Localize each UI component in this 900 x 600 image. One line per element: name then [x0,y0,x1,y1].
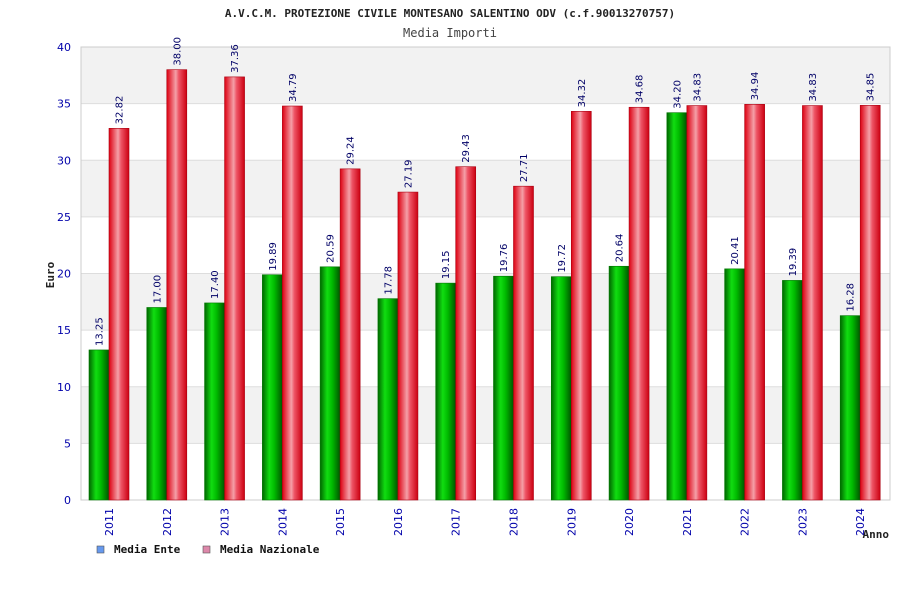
data-label: 27.71 [519,154,530,183]
data-label: 34.20 [672,80,683,109]
data-label: 19.76 [499,244,510,273]
data-label: 29.43 [461,134,472,163]
data-label: 34.94 [750,72,761,101]
data-label: 34.83 [808,73,819,102]
y-tick-label: 0 [64,494,71,507]
y-axis-label: Euro [44,261,57,288]
data-label: 34.32 [577,79,588,108]
x-tick-label: 2023 [796,508,809,536]
data-label: 20.59 [326,234,337,263]
x-tick-label: 2016 [392,508,405,536]
bar-media-nazionale [744,104,765,501]
bar-media-ente [550,276,572,501]
legend-label-media-ente: Media Ente [114,543,181,556]
bar-media-ente [782,280,803,501]
data-label: 16.28 [846,283,857,312]
bar-media-nazionale [570,111,592,501]
data-label: 37.36 [230,44,241,73]
data-label: 29.24 [346,136,357,165]
x-tick-label: 2019 [565,508,578,536]
data-label: 34.85 [866,73,877,102]
bar-media-nazionale [166,69,188,501]
bar-media-ente [88,349,110,501]
y-tick-label: 20 [57,268,71,281]
y-tick-label: 5 [64,437,71,450]
x-tick-label: 2024 [854,508,867,536]
bar-media-ente [377,298,399,501]
x-tick-label: 2013 [219,508,232,536]
bars [88,69,881,501]
x-axis-ticks: 2011 2012 2013 2014 2015 2016 2017 2018 2019 2020… [103,508,867,536]
legend-swatch-media-ente [96,545,105,554]
data-label: 38.00 [172,37,183,66]
bar-media-ente [319,266,341,501]
x-tick-label: 2020 [623,508,636,536]
y-tick-label: 30 [57,154,71,167]
bar-media-nazionale [628,106,650,501]
plot-border [80,46,891,501]
legend-label-media-nazionale: Media Nazionale [220,543,320,556]
bar-media-ente [839,315,861,501]
data-label: 19.39 [788,248,799,277]
bar-media-nazionale [108,128,130,501]
data-label: 13.25 [95,317,106,346]
bar-media-ente [435,282,457,501]
y-axis-ticks: 0 5 10 15 20 25 30 35 40 [57,41,71,507]
bar-media-ente [666,112,688,501]
grid-band [81,386,890,444]
bar-media-ente [608,265,630,501]
legend: Media Ente Media Nazionale [96,543,320,556]
data-label: 27.19 [403,159,414,188]
bar-media-ente [204,302,225,501]
bar-media-nazionale [802,105,823,501]
grid-band [81,47,890,104]
bar-media-nazionale [686,105,708,501]
chart-subtitle: Media Importi [403,26,497,40]
x-tick-label: 2021 [681,508,694,536]
data-label: 19.89 [268,242,279,271]
data-label: 19.72 [557,244,568,273]
data-label: 17.40 [210,270,221,299]
y-tick-label: 15 [57,324,71,337]
bar-media-nazionale [455,166,477,501]
grid-band [81,160,890,217]
bar-media-ente [146,307,168,501]
data-label: 17.00 [152,275,163,304]
data-label: 34.79 [288,73,299,102]
bar-media-ente [262,274,283,501]
y-tick-label: 25 [57,211,71,224]
data-label: 20.64 [615,234,626,263]
legend-swatch-media-nazionale [202,545,211,554]
y-tick-label: 40 [57,41,71,54]
y-tick-label: 10 [57,381,71,394]
grid-band [81,273,890,331]
chart-title: A.V.C.M. PROTEZIONE CIVILE MONTESANO SAL… [225,7,675,20]
bar-media-nazionale [513,185,534,501]
data-label: 34.68 [635,75,646,104]
data-label: 20.41 [730,236,741,265]
x-tick-label: 2022 [739,508,752,536]
x-tick-label: 2018 [508,508,521,536]
bar-media-nazionale [224,76,245,501]
data-label: 32.82 [115,96,126,125]
x-tick-label: 2017 [450,508,463,536]
bar-media-nazionale [339,168,361,501]
y-tick-label: 35 [57,98,71,111]
data-label: 34.83 [692,73,703,102]
x-tick-label: 2012 [161,508,174,536]
x-tick-label: 2011 [103,508,116,536]
bar-media-nazionale [397,191,419,501]
bar-media-nazionale [282,105,303,501]
bar-media-ente [724,268,745,501]
bar-media-nazionale [859,105,881,501]
x-tick-label: 2015 [334,508,347,536]
x-tick-label: 2014 [276,508,289,536]
data-label: 19.15 [441,250,452,279]
data-label: 17.78 [383,266,394,295]
x-axis-label: Anno [863,528,890,541]
value-labels: 13.25 32.82 17.00 38.00 17.40 37.36 19.89 34.79… [95,37,877,346]
bar-media-ente [493,275,514,501]
